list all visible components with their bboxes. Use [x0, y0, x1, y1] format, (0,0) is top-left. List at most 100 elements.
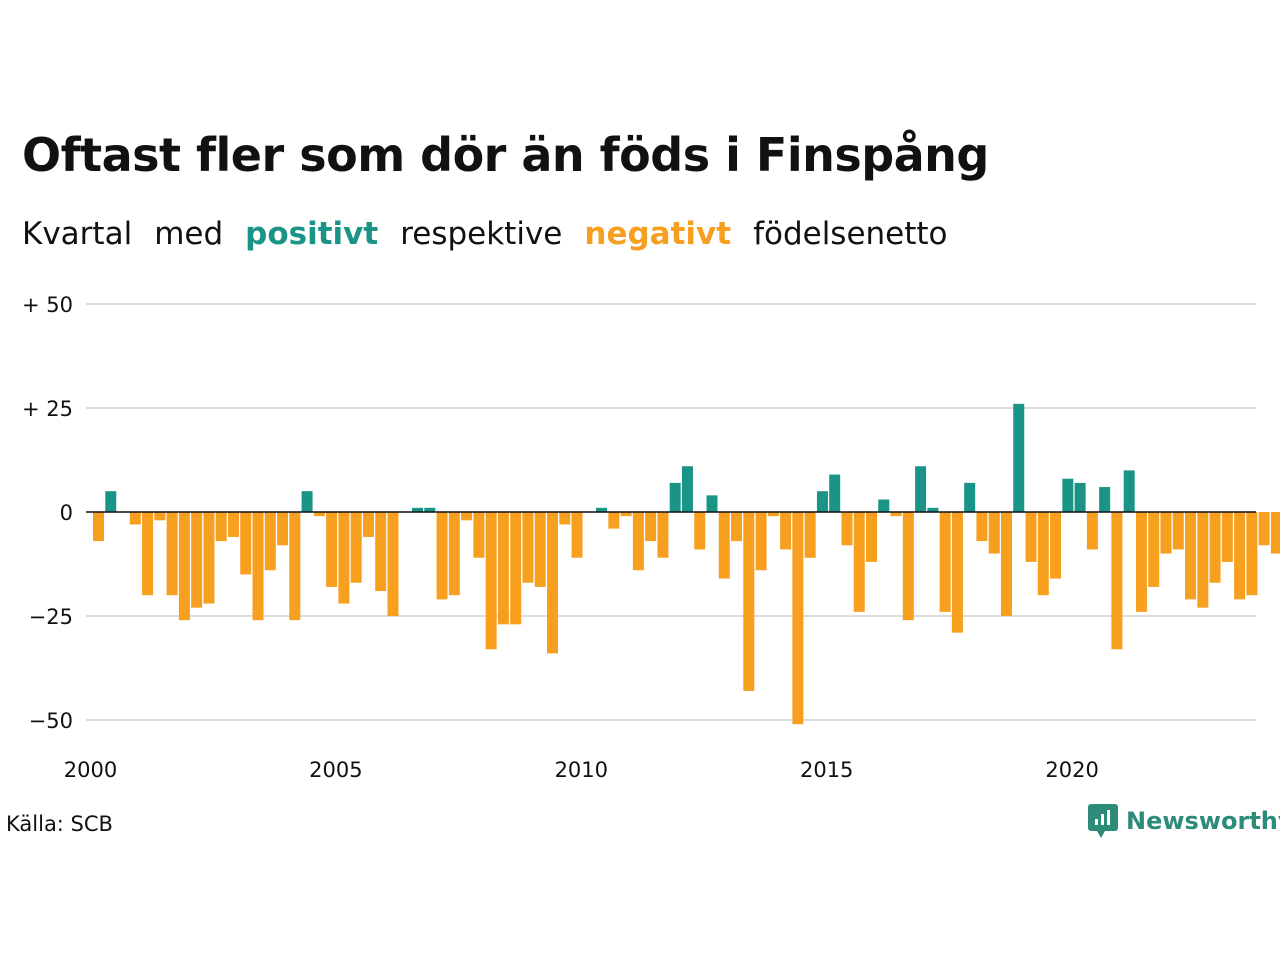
subtitle-word: respektive: [400, 216, 563, 252]
bar: [1000, 512, 1012, 616]
bar: [767, 512, 779, 517]
bar: [1185, 512, 1197, 600]
bar: [252, 512, 264, 621]
bar: [473, 512, 485, 558]
bar: [1172, 512, 1184, 550]
bar: [424, 507, 436, 512]
bar: [645, 512, 657, 542]
legend-positive-label: positivt: [245, 216, 379, 252]
bar: [1148, 512, 1160, 587]
y-tick-label: 0: [60, 501, 73, 525]
source-note: Källa: SCB: [6, 812, 113, 836]
bar: [632, 512, 644, 571]
bar: [915, 466, 927, 512]
bar: [927, 507, 939, 512]
bar: [510, 512, 522, 625]
bar: [988, 512, 1000, 554]
bar: [485, 512, 497, 650]
brand-name: Newsworthy: [1126, 807, 1280, 835]
chart-title: Oftast fler som dör än föds i Finspång: [22, 128, 989, 182]
bar: [326, 512, 338, 587]
bar: [387, 512, 399, 616]
bar: [227, 512, 239, 537]
bar: [166, 512, 178, 596]
bar: [1050, 512, 1062, 579]
bar: [1246, 512, 1258, 596]
bar: [755, 512, 767, 571]
bar: [362, 512, 374, 537]
y-axis-ticks: + 50 + 25 0 −25 −50: [22, 293, 73, 733]
y-tick-label: −50: [29, 709, 73, 733]
bar: [1099, 487, 1111, 512]
bar: [669, 482, 681, 512]
bar: [338, 512, 350, 604]
bar: [731, 512, 743, 542]
x-tick-label: 2010: [555, 758, 608, 782]
bar: [608, 512, 620, 529]
x-tick-label: 2020: [1045, 758, 1098, 782]
grid-lines: [86, 303, 1256, 721]
brand-logo: Newsworthy: [1088, 804, 1280, 838]
bar: [203, 512, 215, 604]
bar: [1013, 403, 1025, 512]
subtitle-word: Kvartal: [22, 216, 133, 252]
bar: [1074, 482, 1086, 512]
bar: [178, 512, 190, 621]
bar: [215, 512, 227, 542]
bar: [1123, 470, 1135, 512]
bar: [706, 495, 718, 512]
bar: [93, 512, 104, 542]
bar: [792, 512, 804, 725]
y-tick-label: + 25: [22, 397, 73, 421]
bar: [1062, 478, 1074, 512]
x-axis-ticks: 2000 2005 2010 2015 2020: [64, 758, 1099, 782]
bar: [1270, 512, 1280, 554]
bar: [902, 512, 914, 621]
bar: [301, 491, 313, 512]
bar: [546, 512, 558, 654]
newsworthy-logo-icon: [1088, 804, 1118, 838]
bar: [681, 466, 693, 512]
bar: [816, 491, 828, 512]
bar: [1025, 512, 1037, 562]
bar: [448, 512, 460, 596]
bar: [522, 512, 534, 583]
subtitle-word: födelsenetto: [753, 216, 948, 252]
bar: [1135, 512, 1147, 612]
bar: [105, 491, 117, 512]
bar: [436, 512, 448, 600]
subtitle-word: med: [154, 216, 224, 252]
bars: [93, 403, 1280, 725]
x-tick-label: 2005: [309, 758, 362, 782]
bar: [129, 512, 141, 525]
bar: [841, 512, 853, 546]
bar: [1209, 512, 1221, 583]
bar: [1258, 512, 1270, 546]
bar: [829, 474, 841, 512]
bar: [154, 512, 166, 521]
bar: [976, 512, 988, 542]
bar: [804, 512, 816, 558]
bar: [375, 512, 387, 592]
bar: [313, 512, 325, 517]
bar: [743, 512, 755, 691]
bar: [853, 512, 865, 612]
bar: [350, 512, 362, 583]
bar: [964, 482, 976, 512]
bar: [780, 512, 792, 550]
bar: [1160, 512, 1172, 554]
bar: [1086, 512, 1098, 550]
chart-subtitle: Kvartal med positivt respektive negativt föde…: [22, 216, 970, 252]
bar: [866, 512, 878, 562]
bar: [1221, 512, 1233, 562]
bar: [412, 507, 424, 512]
bar: [571, 512, 583, 558]
bar: [191, 512, 203, 608]
bar: [142, 512, 154, 596]
bar: [277, 512, 289, 546]
bar: [890, 512, 902, 517]
bar: [264, 512, 276, 571]
bar: [951, 512, 963, 633]
x-tick-label: 2000: [64, 758, 117, 782]
